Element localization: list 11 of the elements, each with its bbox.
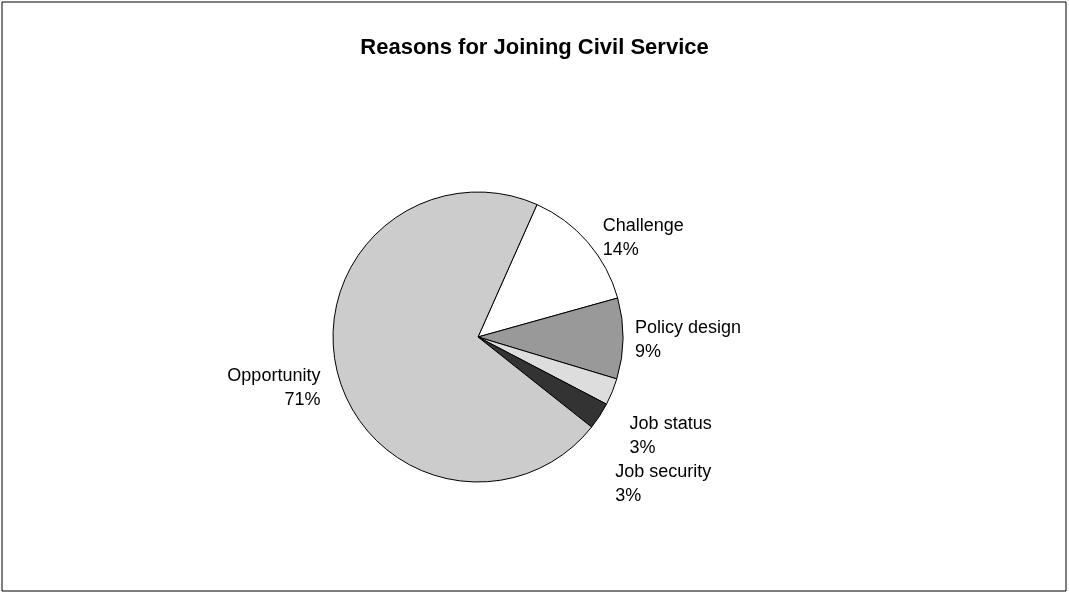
slice-label: Opportunity xyxy=(227,364,321,385)
chart-title: Reasons for Joining Civil Service xyxy=(360,33,709,59)
slice-label: Challenge xyxy=(602,215,684,236)
data-label: 14% xyxy=(602,239,639,260)
data-label: 3% xyxy=(629,436,656,457)
slice-label: Policy design xyxy=(635,316,742,337)
data-label: 3% xyxy=(615,484,642,505)
slice-label: Job status xyxy=(629,412,712,433)
data-label: 71% xyxy=(284,388,321,409)
slice-label: Job security xyxy=(615,460,712,481)
data-label: 9% xyxy=(635,340,662,361)
